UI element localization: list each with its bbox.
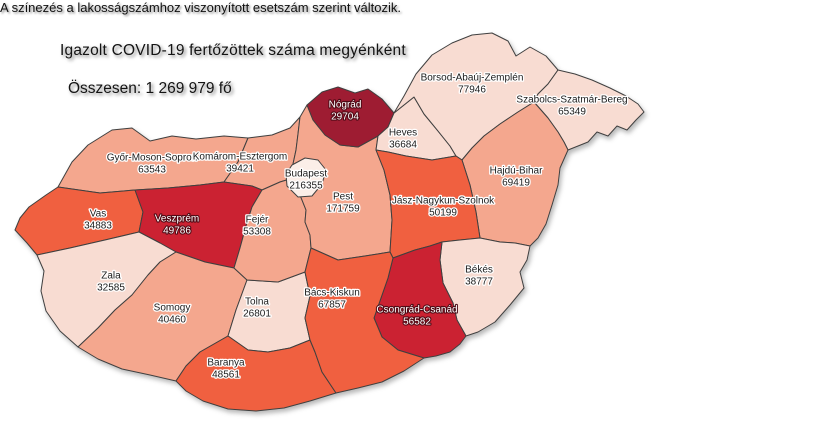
county-name-vas: Vas	[90, 209, 107, 220]
county-value-borsod: 77946	[458, 85, 486, 96]
county-value-pest: 171759	[326, 204, 360, 215]
county-value-szabolcs: 65349	[558, 107, 586, 118]
county-value-vas: 34883	[84, 221, 112, 232]
county-name-jnsz: Jász-Nagykun-Szolnok	[392, 196, 495, 207]
county-name-veszprem: Veszprém	[155, 214, 199, 225]
county-value-bekes: 38777	[465, 277, 493, 288]
total-count-label: Összesen: 1 269 979 fő	[68, 80, 232, 97]
county-baranya[interactable]	[175, 335, 337, 412]
county-name-hajdu: Hajdú-Bihar	[490, 166, 543, 177]
color-scale-footnote: A színezés a lakosságszámhoz viszonyítot…	[0, 0, 402, 15]
county-value-nograd: 29704	[331, 112, 359, 123]
county-name-baranya: Baranya	[207, 358, 245, 369]
county-value-csongrad: 56582	[403, 317, 431, 328]
county-budapest[interactable]	[285, 157, 327, 198]
county-value-baranya: 48561	[212, 370, 240, 381]
county-name-somogy: Somogy	[154, 303, 191, 314]
county-labels-layer: Győr-Moson-Sopron63543Komárom-Esztergom3…	[83, 71, 629, 382]
county-value-zala: 32585	[97, 283, 125, 294]
county-value-gyms: 63543	[138, 165, 166, 176]
page-title: Igazolt COVID-19 fertőzöttek száma megyé…	[60, 42, 406, 59]
county-name-bacs: Bács-Kiskun	[304, 288, 360, 299]
county-value-heves: 36684	[389, 140, 417, 151]
county-name-fejer: Fejér	[246, 215, 269, 226]
county-name-nograd: Nógrád	[329, 100, 362, 111]
county-name-szabolcs: Szabolcs-Szatmár-Bereg	[516, 95, 627, 106]
county-name-heves: Heves	[389, 128, 417, 139]
county-value-tolna: 26801	[243, 309, 271, 320]
county-name-borsod: Borsod-Abaúj-Zemplén	[421, 73, 524, 84]
county-value-budapest: 216355	[289, 181, 323, 192]
county-bacs[interactable]	[304, 247, 425, 394]
county-name-pest: Pest	[333, 192, 353, 203]
county-shapes-layer	[14, 32, 645, 412]
county-value-jnsz: 50199	[429, 208, 457, 219]
county-value-ke: 39421	[226, 164, 254, 175]
county-name-ke: Komárom-Esztergom	[193, 152, 287, 163]
county-value-hajdu: 69419	[502, 178, 530, 189]
county-name-tolna: Tolna	[245, 297, 269, 308]
county-value-veszprem: 49786	[163, 226, 191, 237]
county-value-bacs: 67857	[318, 300, 346, 311]
county-value-somogy: 40460	[158, 315, 186, 326]
county-name-bekes: Békés	[465, 265, 493, 276]
county-value-fejer: 53308	[243, 227, 271, 238]
county-name-budapest: Budapest	[285, 169, 327, 180]
county-name-zala: Zala	[101, 271, 121, 282]
county-name-csongrad: Csongrád-Csanád	[376, 305, 457, 316]
county-name-gyms: Győr-Moson-Sopron	[107, 153, 198, 164]
